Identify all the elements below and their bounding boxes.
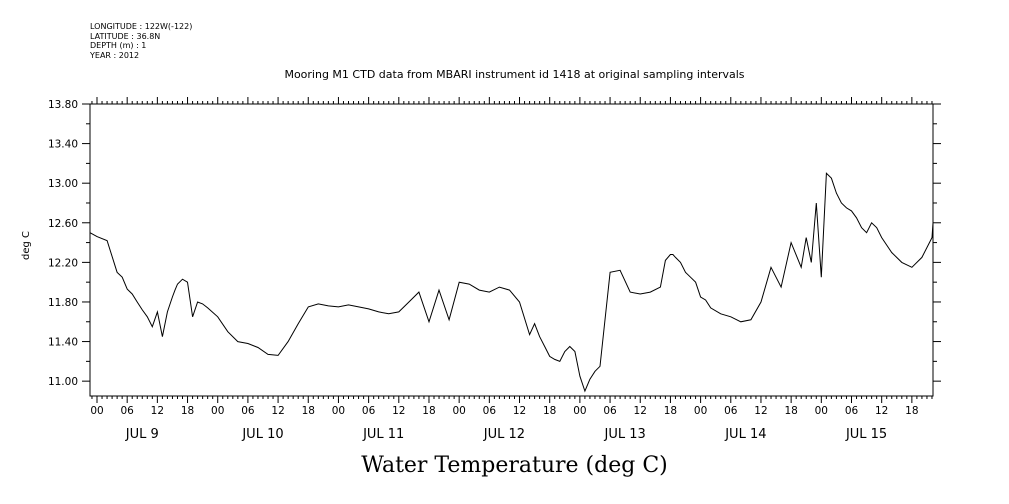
- y-tick-label: 11.00: [48, 376, 78, 388]
- y-tick-label: 12.60: [48, 218, 78, 230]
- chart-title: Mooring M1 CTD data from MBARI instrumen…: [284, 68, 745, 81]
- x-hour-tick-label: 06: [603, 405, 617, 417]
- x-hour-tick-label: 18: [784, 405, 797, 417]
- x-hour-tick-label: 06: [845, 405, 859, 417]
- x-hour-tick-label: 18: [664, 405, 677, 417]
- bottom-title: Water Temperature (deg C): [361, 453, 668, 478]
- x-hour-tick-label: 00: [211, 405, 224, 417]
- x-day-label: JUL 12: [483, 427, 525, 442]
- x-hour-tick-label: 18: [543, 405, 556, 417]
- plot-frame: [89, 103, 934, 397]
- x-hour-tick-label: 06: [483, 405, 497, 417]
- meta-latitude: LATITUDE : 36.8N: [90, 31, 161, 41]
- x-hour-tick-label: 06: [241, 405, 255, 417]
- x-day-label: JUL 9: [125, 427, 159, 442]
- x-hour-tick-label: 00: [332, 405, 345, 417]
- metadata-block: LONGITUDE : 122W(-122) LATITUDE : 36.8N …: [90, 22, 192, 60]
- x-hour-tick-label: 06: [120, 405, 134, 417]
- x-hour-tick-label: 12: [392, 405, 405, 417]
- y-tick-label: 12.20: [48, 257, 78, 269]
- x-day-label: JUL 13: [604, 427, 646, 442]
- x-hour-tick-label: 00: [90, 405, 103, 417]
- x-hour-tick-label: 00: [694, 405, 707, 417]
- x-hour-tick-label: 12: [754, 405, 767, 417]
- water-temperature-line: [89, 121, 934, 393]
- y-tick-label: 13.00: [48, 178, 78, 190]
- x-day-label: JUL 11: [362, 427, 404, 442]
- x-hour-tick-label: 00: [452, 405, 465, 417]
- axis-ticks: [82, 97, 941, 403]
- x-hour-tick-label: 00: [573, 405, 586, 417]
- x-hour-tick-label: 18: [422, 405, 435, 417]
- x-hour-tick-label: 00: [815, 405, 828, 417]
- x-hour-tick-label: 18: [905, 405, 918, 417]
- x-hour-tick-label: 18: [181, 405, 194, 417]
- x-hour-tick-label: 12: [513, 405, 526, 417]
- y-tick-label: 11.80: [48, 297, 78, 309]
- meta-year: YEAR : 2012: [90, 50, 140, 60]
- x-hour-tick-label: 18: [302, 405, 315, 417]
- y-tick-label: 13.80: [48, 99, 78, 111]
- x-hour-tick-label: 12: [634, 405, 647, 417]
- y-tick-label: 11.40: [48, 337, 78, 349]
- x-hour-tick-label: 12: [271, 405, 284, 417]
- x-hour-tick-label: 12: [151, 405, 164, 417]
- x-day-label: JUL 15: [845, 427, 887, 442]
- meta-longitude: LONGITUDE : 122W(-122): [90, 22, 193, 31]
- x-hour-tick-label: 06: [724, 405, 738, 417]
- x-hour-tick-label: 06: [362, 405, 376, 417]
- meta-depth: DEPTH (m) : 1: [90, 41, 147, 50]
- axis-tick-labels: 00 06 12 18 00 06 12 18 00 06 12 18 00 06 12 18 00 06 12 18…: [48, 99, 919, 442]
- x-hour-tick-label: 12: [875, 405, 888, 417]
- x-day-label: JUL 14: [724, 427, 766, 442]
- x-day-label: JUL 10: [241, 427, 283, 442]
- y-tick-label: 13.40: [48, 139, 78, 151]
